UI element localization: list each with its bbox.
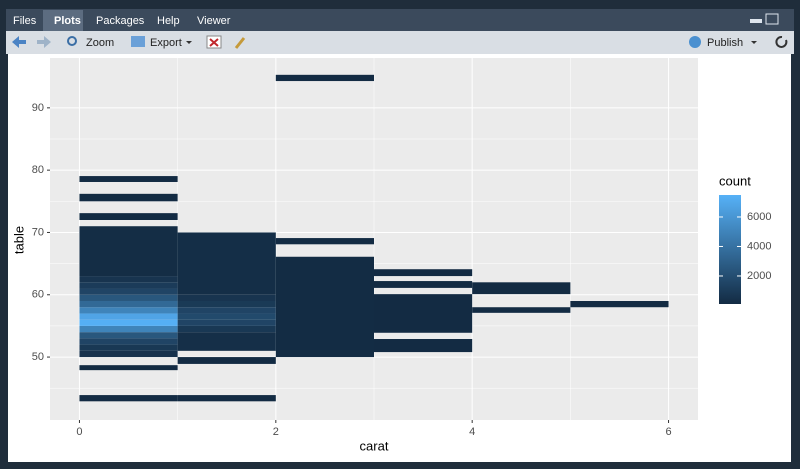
refresh-icon[interactable]	[775, 35, 788, 48]
y-tick-label: 90	[32, 102, 44, 114]
tile	[177, 325, 276, 333]
clear-icon[interactable]	[234, 37, 246, 49]
tile	[79, 294, 178, 301]
tab-bar	[6, 9, 794, 31]
tile	[79, 332, 178, 339]
x-tick-label: 6	[665, 426, 671, 438]
tabs: Files Plots Packages Help Viewer	[13, 15, 231, 27]
zoom-button[interactable]: Zoom	[86, 37, 114, 49]
tile	[177, 319, 276, 326]
tile	[79, 338, 178, 345]
publish-icon[interactable]	[689, 36, 701, 48]
tile	[79, 365, 178, 371]
remove-cross	[209, 38, 219, 47]
tile	[79, 193, 178, 202]
export-dropdown[interactable]	[186, 41, 192, 44]
tile	[79, 300, 178, 308]
legend-title: count	[719, 173, 751, 188]
tile	[472, 282, 571, 295]
tile	[177, 294, 276, 301]
publish-button[interactable]: Publish	[707, 37, 743, 49]
x-tick-label: 2	[273, 426, 279, 438]
export-icon[interactable]	[131, 36, 145, 47]
tile	[79, 226, 178, 277]
tile	[79, 350, 178, 358]
minimize-icon[interactable]	[750, 19, 762, 23]
tile	[275, 256, 374, 358]
tab[interactable]: Plots	[54, 15, 81, 27]
zoom-icon[interactable]	[67, 36, 77, 46]
tile	[79, 344, 178, 351]
tile	[79, 276, 178, 283]
tab[interactable]: Viewer	[197, 15, 231, 27]
tile	[79, 313, 178, 320]
tile	[374, 294, 473, 333]
colorbar-label: 6000	[747, 211, 771, 223]
colorbar	[719, 195, 741, 304]
tile	[374, 281, 473, 288]
tab[interactable]: Files	[13, 15, 37, 27]
y-axis-title: table	[11, 226, 26, 254]
tile	[79, 213, 178, 220]
tab[interactable]: Help	[157, 15, 180, 27]
tile	[79, 282, 178, 289]
y-tick-label: 70	[32, 226, 44, 238]
tile	[79, 395, 178, 402]
tab[interactable]: Packages	[96, 15, 145, 27]
tile	[79, 176, 178, 182]
tile	[275, 238, 374, 245]
colorbar-label: 2000	[747, 270, 771, 282]
tile	[374, 339, 473, 353]
export-button[interactable]: Export	[150, 37, 182, 49]
tile	[177, 300, 276, 308]
tile	[472, 307, 571, 313]
toolbar	[6, 31, 794, 54]
y-tick-label: 80	[32, 164, 44, 176]
y-tick-label: 60	[32, 289, 44, 301]
tile	[177, 395, 276, 402]
x-tick-label: 4	[469, 426, 475, 438]
tile	[275, 74, 374, 82]
tile	[79, 325, 178, 333]
tile	[570, 300, 669, 308]
forward-icon[interactable]	[37, 36, 51, 48]
x-axis-title: carat	[360, 438, 389, 453]
tile	[177, 307, 276, 314]
tile	[177, 313, 276, 320]
x-tick-label: 0	[76, 426, 82, 438]
active-tab-bg	[43, 10, 83, 31]
back-icon[interactable]	[12, 36, 26, 48]
tile	[79, 319, 178, 326]
plot	[50, 58, 698, 420]
tile	[374, 269, 473, 277]
tile	[177, 357, 276, 364]
y-tick-label: 50	[32, 351, 44, 363]
tile	[79, 307, 178, 314]
tile	[177, 332, 276, 351]
colorbar-label: 4000	[747, 240, 771, 252]
tile	[177, 232, 276, 295]
tile	[79, 288, 178, 295]
publish-dropdown[interactable]	[751, 41, 757, 44]
maximize-icon[interactable]	[765, 13, 779, 25]
